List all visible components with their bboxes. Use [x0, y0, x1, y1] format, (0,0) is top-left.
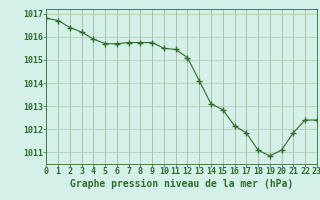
X-axis label: Graphe pression niveau de la mer (hPa): Graphe pression niveau de la mer (hPa): [70, 179, 293, 189]
